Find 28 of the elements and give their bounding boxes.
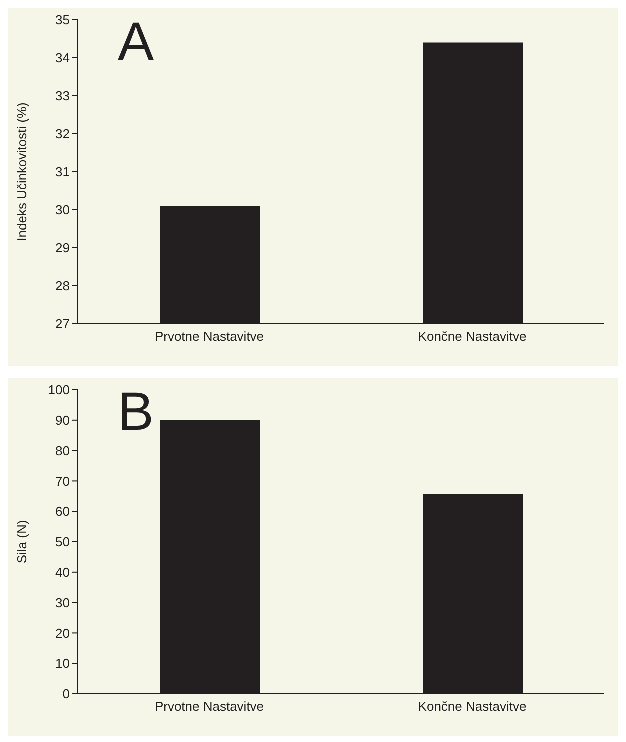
chart-title: A <box>118 12 154 72</box>
y-tick-label: 30 <box>56 202 70 218</box>
y-tick-label: 35 <box>56 12 70 28</box>
y-tick-label: 33 <box>56 88 70 104</box>
y-tick-label: 10 <box>56 656 70 672</box>
y-axis-title: Sila (N) <box>14 520 30 564</box>
y-tick-label: 28 <box>56 278 70 294</box>
y-tick-label: 32 <box>56 126 70 142</box>
chart-title: B <box>118 382 154 442</box>
y-tick-label: 50 <box>56 534 70 550</box>
y-tick-label: 60 <box>56 504 70 520</box>
y-tick-label: 90 <box>56 413 70 428</box>
y-tick-label: 70 <box>56 474 70 489</box>
y-axis-title: Indeks Učinkovitosti (%) <box>14 102 30 242</box>
x-tick-label: Končne Nastavitve <box>418 329 527 344</box>
y-tick-label: 0 <box>62 686 70 702</box>
x-tick-label: Končne Nastavitve <box>418 699 527 714</box>
x-tick-label: Prvotne Nastavitve <box>154 329 264 344</box>
y-tick-label: 40 <box>56 565 70 580</box>
y-tick-label: 27 <box>56 316 70 332</box>
y-tick-label: 100 <box>48 382 70 398</box>
y-tick-label: 34 <box>56 50 70 66</box>
x-tick-label: Prvotne Nastavitve <box>154 699 264 714</box>
y-tick-label: 30 <box>56 595 70 610</box>
y-tick-label: 80 <box>56 443 70 458</box>
y-tick-label: 29 <box>56 240 70 256</box>
y-tick-label: 31 <box>56 164 70 180</box>
y-tick-label: 20 <box>56 626 70 641</box>
